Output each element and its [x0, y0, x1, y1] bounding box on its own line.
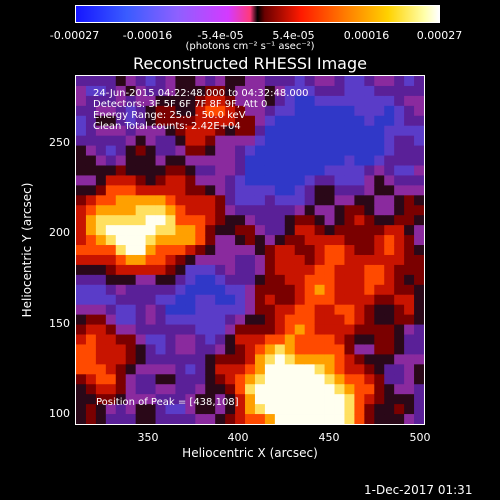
x-tick-350: 350	[137, 431, 159, 444]
colorbar-unit-label: (photons cm⁻² s⁻¹ asec⁻²)	[185, 41, 315, 52]
clean-total-counts-info: Clean Total counts: 2.42E+04	[93, 121, 241, 132]
y-tick-200: 200	[49, 226, 70, 239]
colorbar	[75, 5, 440, 23]
x-axis-label: Heliocentric X (arcsec)	[182, 446, 318, 460]
y-axis-label: Heliocentric Y (arcsec)	[20, 182, 34, 318]
solar-image-heatmap	[76, 76, 424, 424]
x-tick-450: 450	[318, 431, 340, 444]
colorbar-tick-1: -0.00027	[49, 29, 100, 42]
colorbar-tick-4: 5.4e-05	[272, 29, 315, 42]
detector-info: Detectors: 3F 5F 6F 7F 8F 9F, Att 0	[93, 99, 268, 110]
y-tick-250: 250	[49, 136, 70, 149]
y-tick-150: 150	[49, 317, 70, 330]
plot-title: Reconstructed RHESSI Image	[133, 54, 367, 73]
colorbar-tick-6: 0.00027	[416, 29, 463, 42]
y-tick-100: 100	[49, 407, 70, 420]
peak-position-text: Position of Peak = [438,108]	[96, 397, 239, 408]
colorbar-tick-2: -0.00016	[122, 29, 173, 42]
colorbar-tick-3: -5.4e-05	[197, 29, 244, 42]
observation-time-range: 24-Jun-2015 04:22:48.000 to 04:32:48.000	[93, 88, 309, 99]
x-tick-400: 400	[227, 431, 249, 444]
solar-image-plot	[75, 75, 425, 425]
x-tick-500: 500	[409, 431, 431, 444]
colorbar-tick-5: 0.00016	[343, 29, 390, 42]
render-timestamp: 1-Dec-2017 01:31	[364, 483, 473, 497]
energy-range-info: Energy Range: 25.0 - 50.0 keV	[93, 110, 246, 121]
